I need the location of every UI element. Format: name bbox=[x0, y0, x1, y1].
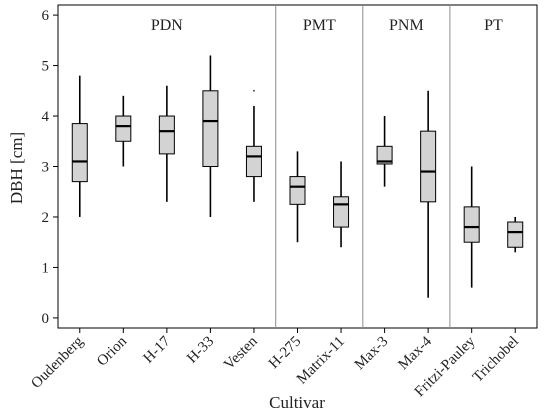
y-tick-label: 5 bbox=[42, 59, 50, 75]
iqr-box bbox=[71, 123, 88, 183]
y-tick-label: 0 bbox=[42, 311, 50, 327]
group-label: PT bbox=[484, 17, 503, 34]
boxplots bbox=[71, 55, 524, 298]
boxplot bbox=[289, 151, 306, 243]
x-tick-label: H-275 bbox=[266, 334, 304, 372]
y-tick-label: 1 bbox=[42, 260, 50, 276]
group-label: PMT bbox=[303, 17, 336, 34]
x-tick-label: Orion bbox=[94, 333, 130, 369]
boxplot bbox=[245, 89, 262, 202]
x-tick-label: H-17 bbox=[141, 333, 174, 366]
x-axis-label: Cultivar bbox=[269, 393, 325, 412]
group-labels: PDN PMT PNM PT bbox=[151, 17, 503, 34]
iqr-box bbox=[376, 145, 393, 165]
x-tick-label: Max-3 bbox=[352, 334, 392, 374]
group-dividers bbox=[275, 5, 451, 328]
x-tick-labels: Oudenberg Orion H-17 H-33 Vesten H-275Matrix-… bbox=[28, 333, 522, 400]
iqr-box bbox=[333, 196, 350, 228]
boxplot bbox=[71, 75, 88, 217]
iqr-box bbox=[245, 145, 262, 178]
axes bbox=[53, 4, 538, 333]
boxplot bbox=[115, 95, 132, 167]
boxplot bbox=[202, 55, 219, 217]
iqr-box bbox=[463, 206, 480, 243]
x-tick-label: Vesten bbox=[221, 333, 261, 373]
x-tick-label: Max-4 bbox=[395, 333, 435, 373]
iqr-box bbox=[420, 130, 437, 203]
boxplot bbox=[158, 85, 175, 202]
iqr-box bbox=[507, 221, 524, 248]
y-tick-label: 4 bbox=[42, 109, 50, 125]
outlier-point bbox=[253, 89, 255, 92]
boxplot bbox=[376, 116, 393, 187]
x-tick-label: Trichobel bbox=[470, 334, 522, 386]
iqr-box bbox=[202, 90, 219, 167]
x-tick-label: Oudenberg bbox=[28, 333, 87, 392]
iqr-box bbox=[289, 176, 306, 205]
iqr-box bbox=[115, 115, 132, 142]
boxplot bbox=[507, 216, 524, 253]
boxplot bbox=[333, 161, 350, 248]
y-tick-label: 3 bbox=[42, 160, 50, 176]
y-tick-labels: 0 1 2 3 4 5 6 bbox=[42, 8, 50, 327]
boxplot bbox=[463, 166, 480, 288]
x-tick-label: Matrix-11 bbox=[294, 334, 348, 388]
iqr-box bbox=[158, 115, 175, 155]
y-axis-label: DBH [cm] bbox=[7, 132, 26, 204]
x-tick-label: H-33 bbox=[184, 334, 217, 367]
y-tick-label: 2 bbox=[42, 210, 50, 226]
y-tick-label: 6 bbox=[42, 8, 50, 24]
group-label: PDN bbox=[151, 17, 183, 34]
boxplot bbox=[420, 90, 437, 298]
group-label: PNM bbox=[389, 17, 424, 34]
